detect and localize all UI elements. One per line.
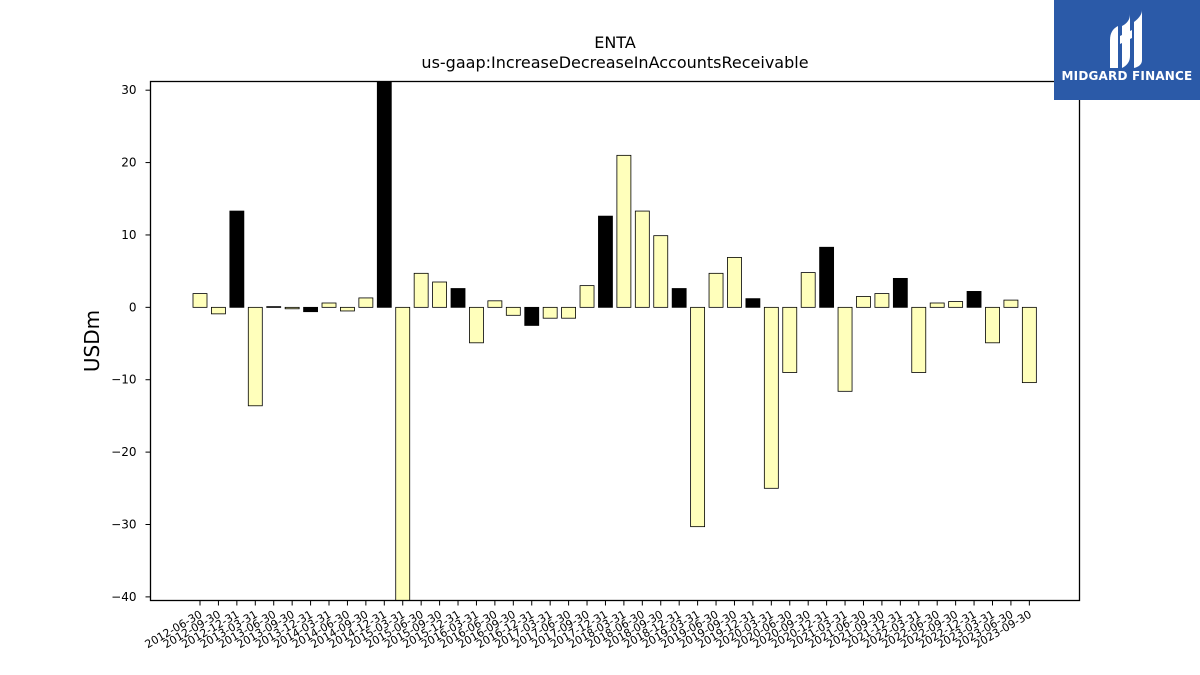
bar xyxy=(727,256,742,308)
bar xyxy=(763,306,779,489)
bar xyxy=(487,300,503,308)
bar xyxy=(598,215,613,308)
bar xyxy=(671,288,687,308)
logo-text: MIDGARD FINANCE xyxy=(1061,69,1193,83)
y-tick-label: −10 xyxy=(111,373,136,387)
bars-group xyxy=(192,81,1037,601)
bar xyxy=(266,306,282,308)
y-tick-label: 20 xyxy=(121,156,136,170)
bar xyxy=(303,306,318,313)
bar xyxy=(745,298,761,308)
y-axis-label: USDm xyxy=(80,310,104,372)
chart-title: ENTA xyxy=(594,33,636,52)
bar xyxy=(911,306,927,373)
bar xyxy=(561,306,576,319)
plot-frame xyxy=(149,80,1081,602)
bar xyxy=(524,306,540,326)
bar xyxy=(450,288,466,308)
bar xyxy=(634,210,650,308)
bar xyxy=(469,306,484,344)
bar xyxy=(874,293,890,308)
y-tick-label: 10 xyxy=(121,228,136,242)
bar xyxy=(690,306,706,528)
bar xyxy=(211,306,226,315)
y-tick-label: −40 xyxy=(111,590,136,604)
bar xyxy=(616,154,632,308)
bar xyxy=(413,272,429,308)
bar xyxy=(966,291,982,308)
bar xyxy=(856,296,871,308)
bar xyxy=(284,306,300,310)
bar xyxy=(505,306,521,316)
chart-subtitle: us-gaap:IncreaseDecreaseInAccountsReceiv… xyxy=(421,53,808,72)
bar xyxy=(985,306,1000,344)
bar xyxy=(892,277,908,308)
bar xyxy=(395,306,411,601)
bar xyxy=(321,302,337,308)
bar xyxy=(358,297,374,308)
midgard-finance-logo: MIDGARD FINANCE xyxy=(1054,0,1200,100)
bar xyxy=(229,210,245,308)
bar xyxy=(376,81,392,308)
bar xyxy=(653,235,669,308)
x-axis-ticks: 2012-06-302012-09-302012-12-312013-03-31… xyxy=(143,600,1034,651)
bar xyxy=(579,285,595,308)
bar xyxy=(782,306,798,373)
y-axis-ticks: 30 20 10 0 −10 −20 −30 −40 xyxy=(111,83,151,604)
bar xyxy=(340,306,355,312)
bar xyxy=(708,272,724,308)
bar xyxy=(948,301,964,308)
bar xyxy=(247,306,263,407)
y-tick-label: 0 xyxy=(129,300,137,314)
y-tick-label: 30 xyxy=(121,83,136,97)
bar xyxy=(800,272,816,308)
bar xyxy=(1021,306,1037,384)
bar xyxy=(432,281,447,308)
y-tick-label: −30 xyxy=(111,517,136,531)
bar xyxy=(837,306,853,392)
bar xyxy=(929,302,945,308)
midgard-logo-icon xyxy=(1110,10,1142,68)
y-tick-label: −20 xyxy=(111,445,136,459)
bar xyxy=(819,246,835,308)
bar xyxy=(542,306,558,319)
bar xyxy=(1003,299,1019,308)
bar xyxy=(192,293,208,308)
